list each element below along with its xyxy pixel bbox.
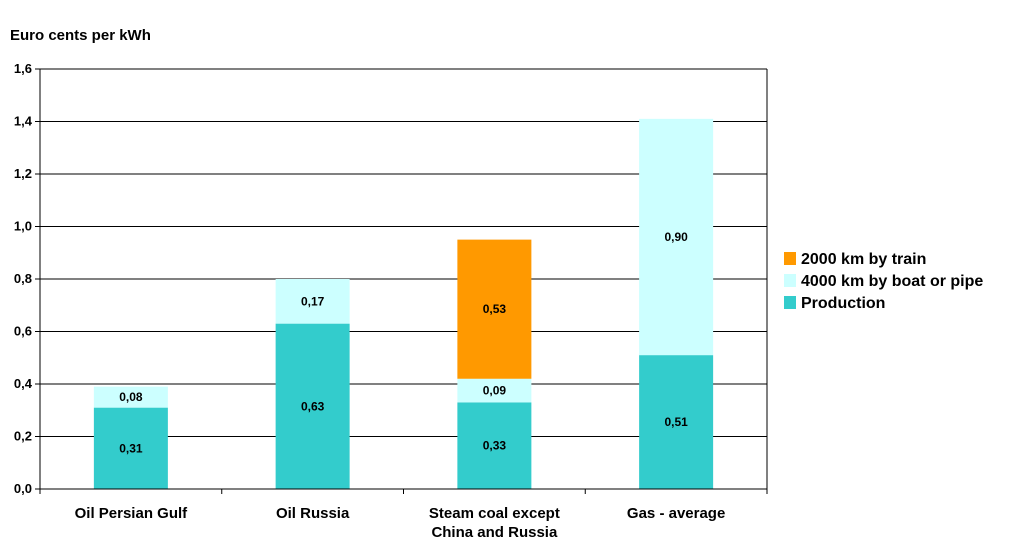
data-label: 0,09 (483, 384, 507, 398)
x-category-label: China and Russia (431, 524, 558, 541)
x-category-label: Gas - average (627, 505, 725, 522)
bar-segment (275, 323, 350, 489)
bar-segment (639, 355, 714, 489)
bar-segment (275, 279, 350, 324)
legend-label: Production (801, 295, 885, 312)
data-label: 0,17 (301, 294, 325, 308)
y-tick-label: 0,0 (14, 481, 32, 496)
x-category-label: Oil Persian Gulf (75, 505, 189, 522)
y-tick-label: 1,6 (14, 61, 32, 76)
y-tick-label: 0,4 (14, 376, 33, 391)
legend-swatch (784, 252, 796, 265)
axes (39, 69, 768, 494)
bar-segment (639, 118, 714, 356)
y-tick-label: 1,2 (14, 166, 32, 181)
data-label: 0,63 (301, 399, 325, 413)
legend-swatch (784, 296, 796, 309)
data-label: 0,51 (664, 415, 688, 429)
data-label: 0,33 (483, 439, 507, 453)
x-category-label: Steam coal except (429, 505, 560, 522)
y-tick-labels: 0,0 0,2 0,4 0,6 0,8 1,0 1,2 1,4 1,6 (14, 61, 33, 496)
x-category-labels: Oil Persian Gulf Oil Russia Steam coal exc… (75, 505, 726, 541)
bar-segment (457, 239, 532, 379)
bar-segment (457, 402, 532, 489)
data-label: 0,31 (119, 441, 143, 455)
y-tick-label: 1,0 (14, 219, 32, 234)
legend-label: 4000 km by boat or pipe (801, 273, 983, 290)
y-tick-label: 0,6 (14, 324, 32, 339)
x-category-label: Oil Russia (276, 505, 350, 522)
y-tick-label: 0,2 (14, 429, 32, 444)
legend-swatch (784, 274, 796, 287)
y-tick-label: 1,4 (14, 114, 33, 129)
bars: 0,31 0,08 0,63 0,17 0,33 0,09 0,53 0,51 0,90 (93, 118, 714, 489)
data-label: 0,90 (664, 230, 688, 244)
y-tick-label: 0,8 (14, 271, 32, 286)
data-label: 0,08 (119, 390, 143, 404)
bar-segment (457, 378, 532, 403)
y-axis-title: Euro cents per kWh (10, 27, 151, 44)
legend-label: 2000 km by train (801, 251, 926, 268)
data-label: 0,53 (483, 302, 507, 316)
legend: 2000 km by train 4000 km by boat or pipe P… (784, 251, 983, 312)
bar-segment (93, 407, 168, 489)
bar-segment (93, 386, 168, 408)
